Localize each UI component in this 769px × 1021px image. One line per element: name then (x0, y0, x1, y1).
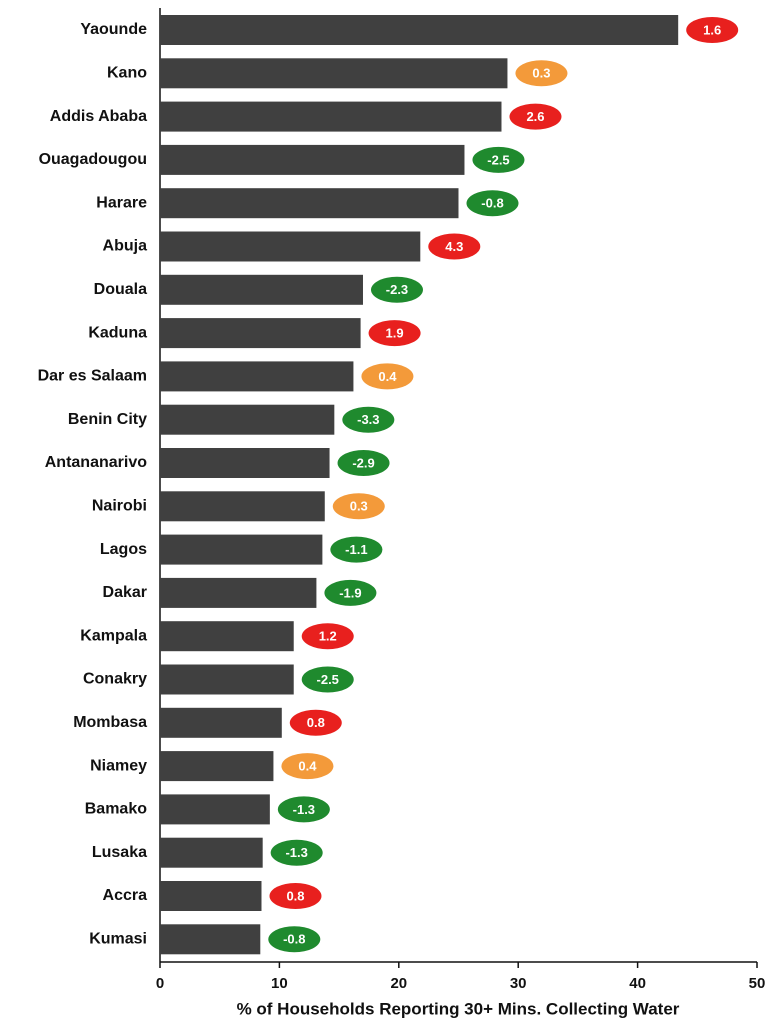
change-label: 0.8 (286, 888, 304, 903)
change-label: 2.6 (526, 109, 544, 124)
change-badge (270, 839, 323, 866)
category-label: Accra (103, 887, 148, 904)
change-badge (277, 796, 330, 823)
x-tick-label: 20 (390, 975, 407, 992)
category-label: Mombasa (73, 714, 147, 731)
change-badge (509, 103, 562, 130)
category-label: Kampala (80, 627, 147, 644)
change-badge (370, 276, 423, 303)
change-badge (515, 60, 568, 87)
bar (160, 837, 263, 868)
change-badge (301, 666, 354, 693)
bar (160, 534, 323, 565)
category-label: Dar es Salaam (38, 368, 147, 385)
change-label: -1.1 (345, 542, 367, 557)
bar (160, 924, 261, 955)
x-tick-label: 30 (510, 975, 527, 992)
bar (160, 664, 294, 695)
change-label: 0.4 (378, 369, 397, 384)
x-tick-label: 50 (749, 975, 766, 992)
change-label: 4.3 (445, 239, 463, 254)
change-label: 0.3 (350, 499, 368, 514)
bar (160, 361, 354, 392)
category-label: Abuja (103, 238, 148, 255)
change-badge (472, 146, 525, 173)
change-badge (428, 233, 481, 260)
bar (160, 274, 363, 305)
change-badge (332, 493, 385, 520)
category-label: Addis Ababa (50, 108, 147, 125)
change-badge (301, 623, 354, 650)
bar (160, 448, 330, 478)
x-tick-label: 0 (156, 975, 164, 992)
change-label: 0.3 (532, 66, 550, 81)
bar (160, 15, 679, 45)
change-label: -2.9 (352, 455, 374, 470)
x-axis-label: % of Households Reporting 30+ Mins. Coll… (237, 999, 680, 1018)
change-label: -0.8 (481, 196, 503, 211)
change-badge (268, 926, 321, 953)
category-label: Dakar (103, 584, 147, 601)
x-tick-label: 40 (629, 975, 646, 992)
bar (160, 881, 262, 911)
bar (160, 231, 421, 262)
category-label: Niamey (90, 757, 147, 774)
change-badge (368, 320, 421, 347)
change-label: 1.9 (386, 326, 404, 341)
change-label: -2.5 (487, 152, 509, 167)
change-badge (269, 883, 322, 909)
bar (160, 707, 282, 738)
category-label: Nairobi (92, 498, 147, 515)
category-label: Lagos (100, 541, 147, 558)
category-label: Kumasi (89, 931, 147, 948)
bar (160, 751, 274, 782)
change-label: -1.9 (339, 585, 361, 600)
change-label: -3.3 (357, 412, 379, 427)
category-label: Harare (96, 194, 147, 211)
change-badge (342, 406, 395, 433)
category-label: Ouagadougou (39, 151, 147, 168)
change-label: 1.6 (703, 22, 721, 37)
x-tick-label: 10 (271, 975, 288, 992)
category-label: Benin City (68, 411, 147, 428)
change-badge (337, 450, 390, 476)
change-badge (466, 190, 519, 217)
bar (160, 491, 325, 522)
change-label: -1.3 (285, 845, 307, 860)
change-badge (289, 709, 342, 736)
change-badge (324, 579, 377, 606)
bar (160, 577, 317, 608)
bar (160, 144, 465, 175)
change-badge (281, 753, 334, 780)
change-badge (330, 536, 383, 563)
bar (160, 621, 294, 652)
category-label: Kaduna (88, 324, 147, 341)
category-label: Douala (94, 281, 147, 298)
category-label: Antananarivo (45, 454, 147, 471)
bar (160, 318, 361, 349)
change-label: -1.3 (293, 802, 315, 817)
bar (160, 101, 502, 132)
change-label: -2.5 (317, 672, 339, 687)
category-label: Kano (107, 65, 147, 82)
change-label: 0.8 (307, 715, 325, 730)
change-label: -0.8 (283, 932, 305, 947)
change-label: -2.3 (386, 282, 408, 297)
category-label: Lusaka (92, 844, 147, 861)
bar (160, 58, 508, 89)
category-label: Yaounde (80, 21, 147, 38)
change-label: 0.4 (298, 759, 317, 774)
category-label: Bamako (85, 801, 147, 818)
bar (160, 794, 270, 825)
change-label: 1.2 (319, 629, 337, 644)
change-badge (361, 363, 414, 390)
change-badge (686, 17, 739, 43)
bar (160, 404, 335, 435)
category-label: Conakry (83, 671, 147, 688)
bar (160, 188, 459, 219)
